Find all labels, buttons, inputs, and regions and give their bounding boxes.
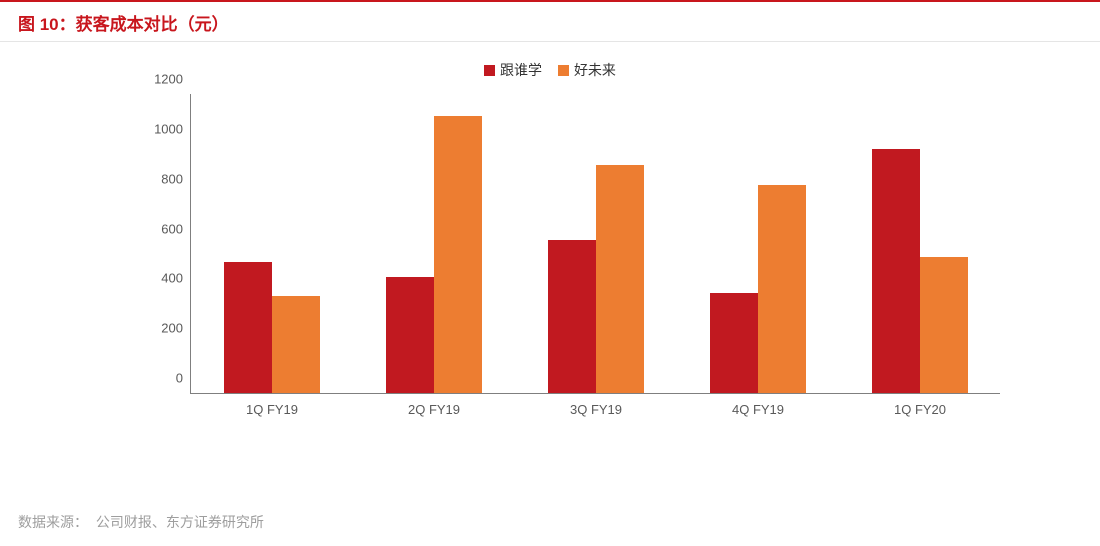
ytick-label: 200 (141, 321, 183, 336)
ytick-label: 600 (141, 221, 183, 236)
legend-swatch-0 (484, 65, 495, 76)
bar-跟谁学 (548, 240, 596, 393)
xtick-label: 4Q FY19 (732, 402, 784, 417)
bar-跟谁学 (224, 262, 272, 393)
legend-label-1: 好未来 (574, 60, 616, 80)
source-line: 数据来源： 公司财报、东方证券研究所 (18, 512, 264, 532)
source-label: 数据来源： (18, 514, 88, 530)
ytick-label: 1200 (141, 72, 183, 87)
source-text: 公司财报、东方证券研究所 (96, 514, 264, 530)
bar-跟谁学 (710, 293, 758, 393)
xtick-label: 3Q FY19 (570, 402, 622, 417)
legend-item-1: 好未来 (558, 60, 616, 80)
chart-title: 图 10：获客成本对比（元） (18, 15, 229, 34)
ytick-label: 1000 (141, 121, 183, 136)
legend-swatch-1 (558, 65, 569, 76)
bar-好未来 (596, 165, 644, 393)
xtick-label: 1Q FY20 (894, 402, 946, 417)
plot-area: 0200400600800100012001Q FY192Q FY193Q FY… (190, 94, 1000, 394)
bar-好未来 (920, 257, 968, 393)
bar-好未来 (272, 296, 320, 393)
bar-跟谁学 (386, 277, 434, 393)
legend-item-0: 跟谁学 (484, 60, 542, 80)
ytick-label: 0 (141, 371, 183, 386)
bar-跟谁学 (872, 149, 920, 393)
chart-area: 0200400600800100012001Q FY192Q FY193Q FY… (140, 94, 1040, 424)
ytick-label: 800 (141, 171, 183, 186)
legend-label-0: 跟谁学 (500, 60, 542, 80)
bar-好未来 (758, 185, 806, 393)
xtick-label: 2Q FY19 (408, 402, 460, 417)
ytick-label: 400 (141, 271, 183, 286)
bar-好未来 (434, 116, 482, 393)
xtick-label: 1Q FY19 (246, 402, 298, 417)
title-bar: 图 10：获客成本对比（元） (0, 0, 1100, 42)
